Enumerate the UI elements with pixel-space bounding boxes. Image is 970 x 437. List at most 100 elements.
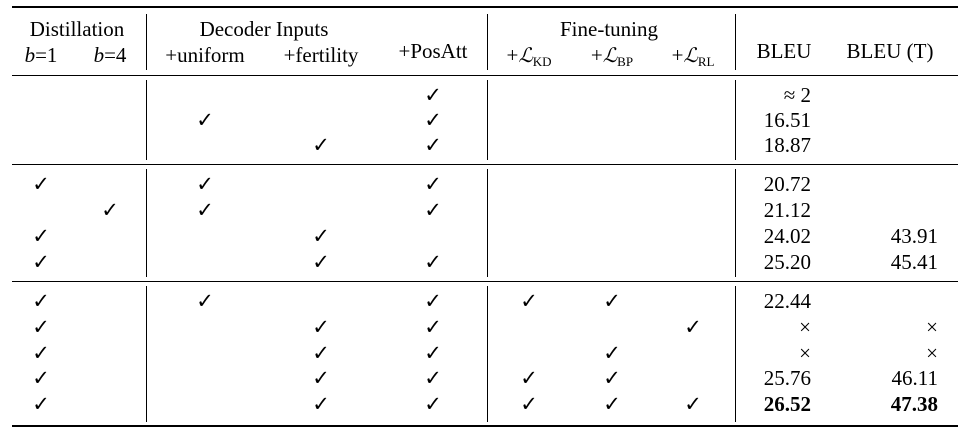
- bleu-value: ×: [799, 315, 811, 339]
- check-icon: ✓: [603, 289, 621, 313]
- bleu-value: 25.20: [763, 250, 811, 274]
- col-separator-3: [735, 169, 737, 277]
- check-icon: ✓: [424, 250, 442, 274]
- check-icon: ✓: [603, 366, 621, 390]
- check-icon: ✓: [424, 341, 442, 365]
- bleu-value: 26.52: [763, 392, 811, 416]
- col-header-bp-sub: BP: [617, 54, 634, 69]
- col-header-bp: +ℒBP: [591, 43, 633, 74]
- col-separator-2: [487, 169, 489, 277]
- col-header-kd-prefix: +: [506, 43, 519, 67]
- bleu-t-value: ×: [926, 315, 938, 339]
- section-rule-2: [12, 281, 958, 283]
- check-icon: ✓: [196, 198, 214, 222]
- check-icon: ✓: [424, 392, 442, 416]
- col-header-bp-prefix: +: [590, 43, 603, 67]
- check-icon: ✓: [312, 315, 330, 339]
- check-icon: ✓: [32, 289, 50, 313]
- col-header-fertility: +fertility: [283, 43, 359, 67]
- section-rule-1: [12, 164, 958, 166]
- col-header-b1: b=1: [25, 43, 58, 67]
- col-separator-1: [146, 80, 148, 160]
- group-header-fine-tuning: Fine-tuning: [560, 17, 658, 41]
- col-separator-3: [735, 80, 737, 160]
- check-icon: ✓: [424, 133, 442, 157]
- bleu-value: 24.02: [763, 224, 811, 248]
- top-rule: [12, 6, 958, 8]
- check-icon: ✓: [424, 172, 442, 196]
- col-header-b1-rest: =1: [35, 43, 58, 67]
- bottom-rule: [12, 425, 958, 427]
- check-icon: ✓: [32, 172, 50, 196]
- check-icon: ✓: [312, 224, 330, 248]
- check-icon: ✓: [32, 315, 50, 339]
- bleu-value: ≈ 2: [783, 83, 811, 107]
- col-header-rl: +ℒRL: [672, 43, 715, 74]
- bleu-value: 16.51: [763, 108, 811, 132]
- check-icon: ✓: [312, 250, 330, 274]
- col-header-bleu: BLEU: [756, 39, 812, 63]
- col-separator-2: [487, 80, 489, 160]
- col-header-kd: +ℒKD: [506, 43, 551, 74]
- check-icon: ✓: [312, 392, 330, 416]
- header-rule: [12, 75, 958, 77]
- check-icon: ✓: [684, 392, 702, 416]
- check-icon: ✓: [312, 341, 330, 365]
- bleu-value: 21.12: [763, 198, 811, 222]
- check-icon: ✓: [32, 366, 50, 390]
- col-separator-1: [146, 14, 148, 70]
- bleu-t-value: ×: [926, 341, 938, 365]
- bleu-value: 18.87: [763, 133, 811, 157]
- check-icon: ✓: [101, 198, 119, 222]
- loss-symbol-bp: ℒ: [602, 43, 618, 67]
- results-table: Distillation Decoder Inputs Fine-tuning …: [12, 0, 958, 437]
- col-separator-3: [735, 286, 737, 422]
- col-header-b4: b=4: [94, 43, 127, 67]
- check-icon: ✓: [196, 289, 214, 313]
- check-icon: ✓: [520, 289, 538, 313]
- bleu-value: 25.76: [763, 366, 811, 390]
- check-icon: ✓: [424, 366, 442, 390]
- loss-symbol-rl: ℒ: [683, 43, 698, 67]
- col-header-bleu-t: BLEU (T): [846, 39, 934, 63]
- group-header-decoder-inputs: Decoder Inputs: [199, 17, 329, 41]
- check-icon: ✓: [312, 133, 330, 157]
- col-header-uniform: +uniform: [165, 43, 245, 67]
- col-separator-1: [146, 169, 148, 277]
- col-separator-1: [146, 286, 148, 422]
- col-header-b4-var: b: [93, 43, 105, 67]
- col-separator-3: [735, 14, 737, 70]
- col-header-posatt: +PosAtt: [398, 39, 468, 63]
- check-icon: ✓: [603, 341, 621, 365]
- col-separator-2: [487, 14, 489, 70]
- group-header-distillation: Distillation: [29, 17, 125, 41]
- check-icon: ✓: [684, 315, 702, 339]
- check-icon: ✓: [424, 315, 442, 339]
- check-icon: ✓: [32, 250, 50, 274]
- col-header-kd-sub: KD: [532, 54, 552, 69]
- bleu-t-value: 46.11: [891, 366, 938, 390]
- check-icon: ✓: [196, 172, 214, 196]
- col-header-b4-rest: =4: [104, 43, 127, 67]
- check-icon: ✓: [424, 289, 442, 313]
- bleu-t-value: 47.38: [890, 392, 938, 416]
- col-header-b1-var: b: [24, 43, 36, 67]
- col-separator-2: [487, 286, 489, 422]
- loss-symbol-kd: ℒ: [518, 43, 533, 67]
- bleu-t-value: 43.91: [890, 224, 938, 248]
- check-icon: ✓: [32, 341, 50, 365]
- check-icon: ✓: [196, 108, 214, 132]
- check-icon: ✓: [424, 83, 442, 107]
- bleu-value: 22.44: [763, 289, 811, 313]
- bleu-t-value: 45.41: [890, 250, 938, 274]
- check-icon: ✓: [520, 392, 538, 416]
- check-icon: ✓: [520, 366, 538, 390]
- col-header-rl-sub: RL: [697, 54, 715, 69]
- col-header-rl-prefix: +: [671, 43, 684, 67]
- check-icon: ✓: [32, 392, 50, 416]
- check-icon: ✓: [312, 366, 330, 390]
- check-icon: ✓: [424, 108, 442, 132]
- check-icon: ✓: [603, 392, 621, 416]
- check-icon: ✓: [32, 224, 50, 248]
- bleu-value: ×: [799, 341, 811, 365]
